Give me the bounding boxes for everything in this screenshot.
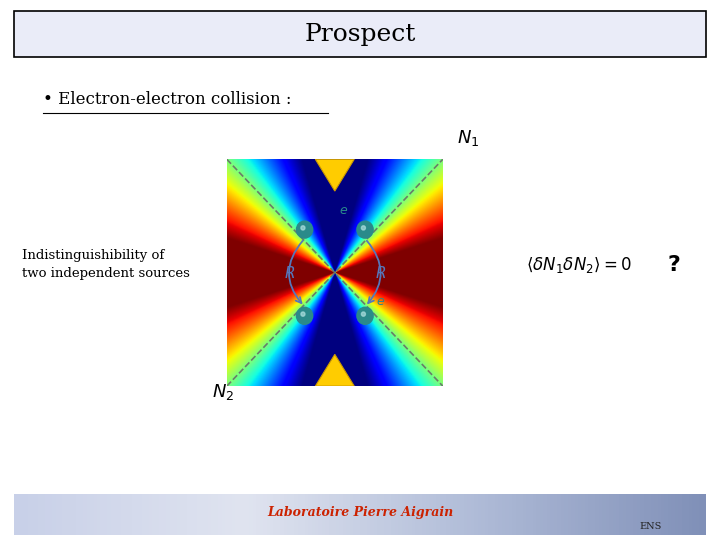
Text: $R$: $R$ — [284, 265, 295, 281]
Text: Prospect: Prospect — [305, 23, 415, 45]
Text: Indistinguishibility of
two independent sources: Indistinguishibility of two independent … — [22, 249, 189, 280]
Circle shape — [297, 307, 312, 325]
Text: • Electron-electron collision :: • Electron-electron collision : — [43, 91, 292, 109]
Polygon shape — [315, 354, 354, 386]
Text: $e$: $e$ — [376, 294, 384, 308]
Circle shape — [357, 221, 373, 238]
Circle shape — [297, 221, 312, 238]
Text: $N_1$: $N_1$ — [457, 127, 480, 148]
FancyArrowPatch shape — [289, 241, 302, 303]
FancyBboxPatch shape — [14, 11, 706, 57]
Circle shape — [361, 312, 366, 316]
Text: $e$: $e$ — [339, 204, 348, 217]
Polygon shape — [315, 159, 354, 191]
Text: ENS: ENS — [639, 522, 662, 531]
Text: $\mathbf{?}$: $\mathbf{?}$ — [667, 254, 680, 275]
FancyArrowPatch shape — [367, 241, 381, 303]
Text: Laboratoire Pierre Aigrain: Laboratoire Pierre Aigrain — [267, 506, 453, 519]
Circle shape — [301, 226, 305, 230]
Circle shape — [357, 307, 373, 325]
Circle shape — [361, 226, 366, 230]
Circle shape — [301, 312, 305, 316]
Text: $N_2$: $N_2$ — [212, 381, 235, 402]
Text: $\langle \delta N_1 \delta N_2 \rangle = 0$: $\langle \delta N_1 \delta N_2 \rangle =… — [526, 254, 631, 275]
Text: $R$: $R$ — [374, 265, 386, 281]
